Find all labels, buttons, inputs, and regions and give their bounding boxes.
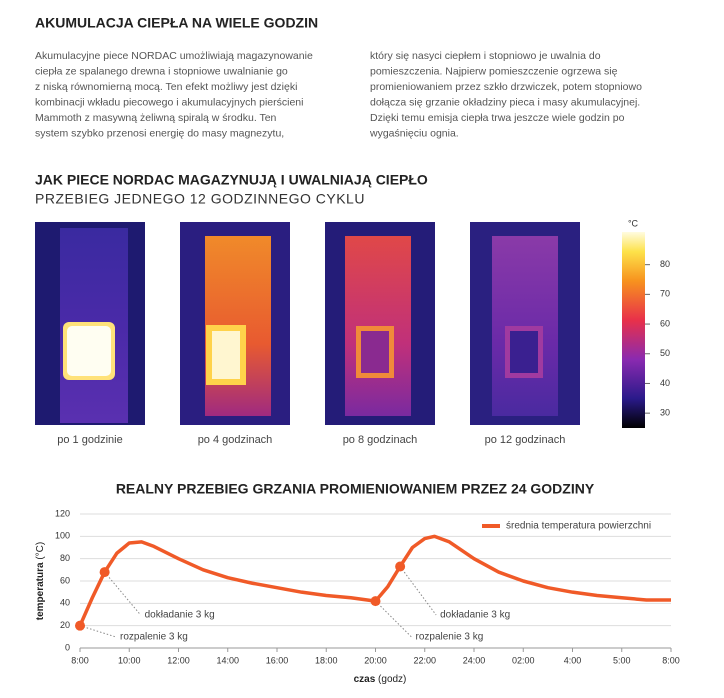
- annotation: rozpalenie 3 kg: [120, 632, 188, 643]
- annotation-line: [399, 566, 437, 616]
- paragraph-line: dołącza się grzanie okładziny pieca i ma…: [370, 96, 640, 108]
- legend-label: średnia temperatura powierzchni: [506, 521, 651, 532]
- x-tick-label: 4:00: [564, 655, 582, 665]
- fire: [67, 326, 111, 376]
- annotation-line: [375, 600, 412, 638]
- y-tick-label: 0: [65, 642, 70, 652]
- marker: [99, 567, 110, 578]
- y-tick-label: 20: [60, 620, 70, 630]
- annotation: rozpalenie 3 kg: [416, 632, 484, 643]
- scale-tick-label: 60: [660, 318, 670, 328]
- caption: po 12 godzinach: [485, 434, 566, 446]
- caption: po 4 godzinach: [198, 434, 273, 446]
- x-tick-label: 24:00: [463, 655, 486, 665]
- x-tick-label: 5:00: [613, 655, 631, 665]
- glass: [510, 331, 538, 373]
- scale-ticks: 30 40 50 60 70 80: [645, 259, 670, 418]
- marker: [370, 596, 381, 607]
- paragraph-line: promieniowaniem przez szkło drzwiczek, p…: [370, 81, 642, 93]
- y-tick-label: 120: [55, 508, 70, 518]
- x-tick-label: 02:00: [512, 655, 535, 665]
- glass: [361, 331, 389, 373]
- caption: po 8 godzinach: [343, 434, 418, 446]
- caption: po 1 godzinie: [57, 434, 122, 446]
- paragraph-line: Dzięki temu emisja ciepła trwa jeszcze w…: [370, 112, 625, 124]
- chart-title: REALNY PRZEBIEG GRZANIA PROMIENIOWANIEM …: [116, 481, 595, 497]
- paragraph-line: system szybko przenosi energię do masy m…: [35, 127, 284, 139]
- color-scale: [622, 232, 645, 428]
- annotation-line: [104, 571, 142, 616]
- y-tick-label: 100: [55, 531, 70, 541]
- annotation-line: [79, 625, 117, 638]
- y-tick-label: 60: [60, 575, 70, 585]
- scale-tick-label: 80: [660, 259, 670, 269]
- captions: po 1 godzinie po 4 godzinach po 8 godzinac…: [57, 434, 565, 446]
- paragraph-line: z niską równomierną mocą. Ten efekt możl…: [35, 81, 297, 93]
- paragraph-line: który się nasyci ciepłem i stopniowo je …: [370, 50, 601, 62]
- section-subtitle: PRZEBIEG JEDNEGO 12 GODZINNEGO CYKLU: [35, 191, 365, 207]
- y-tick-label: 80: [60, 553, 70, 563]
- paragraph-line: Akumulacyjne piece NORDAC umożliwiają ma…: [35, 50, 313, 62]
- x-tick-label: 8:00: [662, 655, 680, 665]
- paragraph-line: ciepła ze spalanego drewna i stopniowe u…: [35, 65, 288, 77]
- x-tick-label: 16:00: [266, 655, 289, 665]
- x-tick-label: 14:00: [216, 655, 239, 665]
- x-tick-label: 22:00: [413, 655, 436, 665]
- annotation: dokładanie 3 kg: [145, 610, 215, 621]
- paragraph-line: kombinacji wkładu piecowego i akumulacyj…: [35, 96, 303, 108]
- intro: Akumulacyjne piece NORDAC umożliwiają ma…: [35, 50, 642, 140]
- paragraph-line: wygaśnięciu ognia.: [369, 127, 459, 139]
- x-tick-label: 12:00: [167, 655, 190, 665]
- thermal-images: [35, 222, 580, 425]
- marker: [395, 561, 406, 572]
- paragraph-line: pomieszczenia. Najpierw pomieszczenie og…: [370, 65, 618, 77]
- x-tick-label: 18:00: [315, 655, 338, 665]
- x-tick-label: 8:00: [71, 655, 89, 665]
- scale-tick-label: 40: [660, 378, 670, 388]
- y-axis-label: temperatura (°C): [35, 542, 46, 620]
- marker: [75, 620, 85, 631]
- scale-unit: °C: [628, 218, 639, 228]
- page-title: AKUMULACJA CIEPŁA NA WIELE GODZIN: [35, 15, 318, 31]
- scale-tick-label: 30: [660, 408, 670, 418]
- y-tick-label: 40: [60, 598, 70, 608]
- glass: [212, 331, 240, 379]
- scale-tick-label: 50: [660, 348, 670, 358]
- x-tick-label: 20:00: [364, 655, 387, 665]
- chart: 0 20 40 60 80 100 120 8:00 10:00 12:00 14:00 16:00 1…: [35, 508, 680, 684]
- x-tick-label: 10:00: [118, 655, 141, 665]
- x-axis-label: czas (godz): [354, 674, 407, 685]
- section-title: JAK PIECE NORDAC MAGAZYNUJĄ I UWALNIAJĄ …: [35, 172, 428, 188]
- annotation: dokładanie 3 kg: [440, 610, 510, 621]
- paragraph-line: Mammoth z masywną żeliwną spiralą w środ…: [35, 112, 277, 124]
- scale-tick-label: 70: [660, 289, 670, 299]
